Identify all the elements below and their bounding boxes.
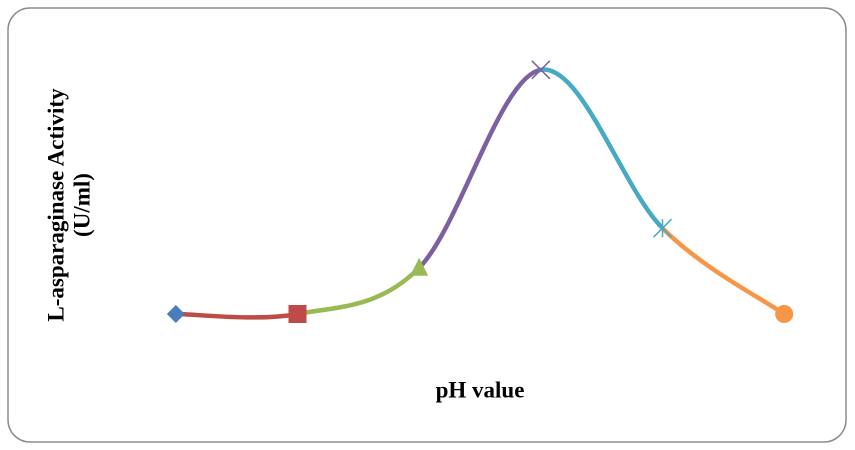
y-axis-label-line: L-asparaginase Activity <box>43 88 68 322</box>
marker <box>288 305 307 323</box>
y-axis-label-line: (U/ml) <box>69 173 94 237</box>
marker <box>775 305 794 323</box>
marker <box>531 60 551 80</box>
line-segment <box>538 67 665 231</box>
line-segment <box>416 67 544 271</box>
marker <box>410 257 429 276</box>
x-axis-label: pH value <box>436 377 525 402</box>
y-axis-label: L-asparaginase Activity (U/ml) <box>43 88 94 322</box>
line-segment <box>660 225 787 317</box>
line-segment <box>295 265 422 317</box>
chart-frame <box>7 7 847 443</box>
marker <box>652 218 673 238</box>
marker <box>166 305 185 323</box>
